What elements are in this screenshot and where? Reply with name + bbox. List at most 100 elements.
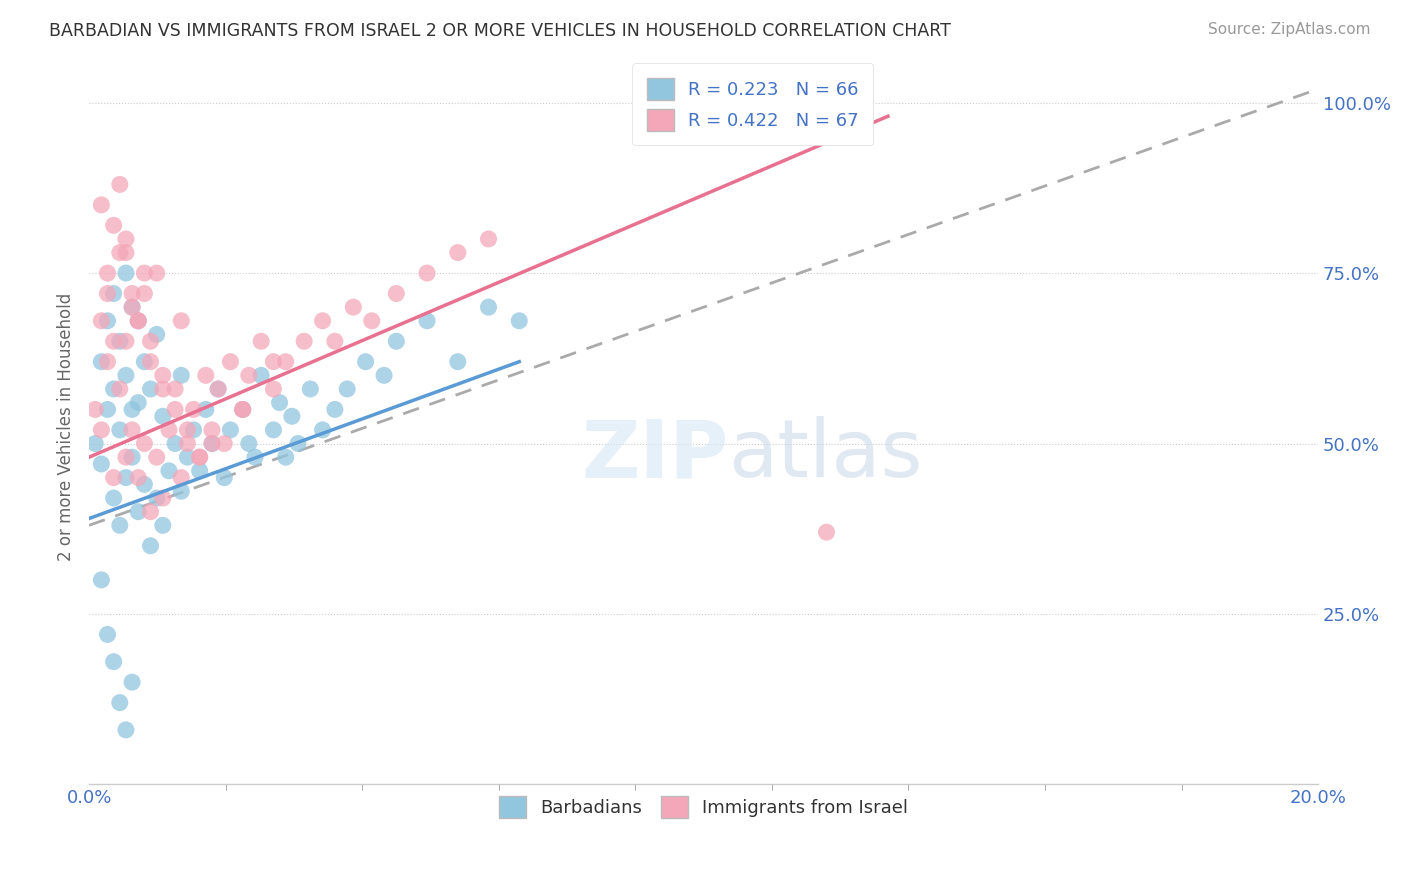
- Point: [274, 450, 297, 465]
- Point: [188, 464, 211, 478]
- Point: [152, 409, 174, 424]
- Point: [165, 436, 187, 450]
- Point: [183, 402, 205, 417]
- Point: [183, 423, 205, 437]
- Point: [170, 368, 193, 383]
- Point: [108, 518, 131, 533]
- Point: [354, 354, 377, 368]
- Point: [90, 573, 112, 587]
- Point: [115, 245, 138, 260]
- Point: [108, 245, 131, 260]
- Point: [121, 450, 143, 465]
- Point: [121, 423, 143, 437]
- Point: [134, 286, 156, 301]
- Point: [96, 627, 118, 641]
- Point: [152, 368, 174, 383]
- Point: [176, 423, 198, 437]
- Point: [90, 423, 112, 437]
- Point: [134, 477, 156, 491]
- Point: [323, 334, 346, 349]
- Point: [287, 436, 309, 450]
- Point: [127, 314, 149, 328]
- Point: [96, 286, 118, 301]
- Point: [90, 198, 112, 212]
- Point: [127, 314, 149, 328]
- Point: [201, 436, 224, 450]
- Point: [170, 470, 193, 484]
- Point: [194, 402, 217, 417]
- Text: atlas: atlas: [728, 416, 922, 494]
- Point: [176, 436, 198, 450]
- Point: [96, 266, 118, 280]
- Point: [815, 525, 838, 540]
- Point: [447, 245, 470, 260]
- Point: [360, 314, 382, 328]
- Point: [373, 368, 395, 383]
- Point: [90, 354, 112, 368]
- Point: [170, 484, 193, 499]
- Point: [90, 457, 112, 471]
- Point: [232, 402, 254, 417]
- Point: [108, 696, 131, 710]
- Point: [121, 402, 143, 417]
- Point: [165, 382, 187, 396]
- Text: ZIP: ZIP: [581, 416, 728, 494]
- Point: [115, 450, 138, 465]
- Point: [152, 491, 174, 505]
- Point: [385, 286, 408, 301]
- Point: [103, 491, 125, 505]
- Point: [262, 382, 284, 396]
- Point: [115, 334, 138, 349]
- Point: [311, 314, 333, 328]
- Point: [219, 423, 242, 437]
- Point: [127, 470, 149, 484]
- Point: [127, 314, 149, 328]
- Point: [201, 436, 224, 450]
- Point: [243, 450, 266, 465]
- Text: BARBADIAN VS IMMIGRANTS FROM ISRAEL 2 OR MORE VEHICLES IN HOUSEHOLD CORRELATION : BARBADIAN VS IMMIGRANTS FROM ISRAEL 2 OR…: [49, 22, 950, 40]
- Point: [323, 402, 346, 417]
- Point: [139, 354, 162, 368]
- Point: [188, 450, 211, 465]
- Point: [447, 354, 470, 368]
- Point: [194, 368, 217, 383]
- Point: [165, 402, 187, 417]
- Point: [157, 464, 180, 478]
- Point: [145, 491, 167, 505]
- Point: [207, 382, 229, 396]
- Point: [250, 334, 273, 349]
- Point: [152, 382, 174, 396]
- Point: [170, 314, 193, 328]
- Point: [134, 436, 156, 450]
- Point: [416, 266, 439, 280]
- Point: [96, 314, 118, 328]
- Point: [115, 723, 138, 737]
- Point: [139, 505, 162, 519]
- Point: [274, 354, 297, 368]
- Point: [84, 436, 107, 450]
- Text: Source: ZipAtlas.com: Source: ZipAtlas.com: [1208, 22, 1371, 37]
- Point: [139, 539, 162, 553]
- Point: [103, 286, 125, 301]
- Point: [115, 470, 138, 484]
- Point: [139, 382, 162, 396]
- Point: [477, 232, 499, 246]
- Point: [336, 382, 359, 396]
- Point: [269, 395, 291, 409]
- Point: [108, 423, 131, 437]
- Point: [299, 382, 322, 396]
- Point: [103, 470, 125, 484]
- Point: [108, 334, 131, 349]
- Point: [96, 354, 118, 368]
- Point: [103, 382, 125, 396]
- Y-axis label: 2 or more Vehicles in Household: 2 or more Vehicles in Household: [58, 293, 75, 560]
- Point: [127, 395, 149, 409]
- Point: [96, 402, 118, 417]
- Point: [238, 436, 260, 450]
- Point: [416, 314, 439, 328]
- Point: [219, 354, 242, 368]
- Point: [477, 300, 499, 314]
- Point: [385, 334, 408, 349]
- Legend: Barbadians, Immigrants from Israel: Barbadians, Immigrants from Israel: [492, 789, 915, 825]
- Point: [207, 382, 229, 396]
